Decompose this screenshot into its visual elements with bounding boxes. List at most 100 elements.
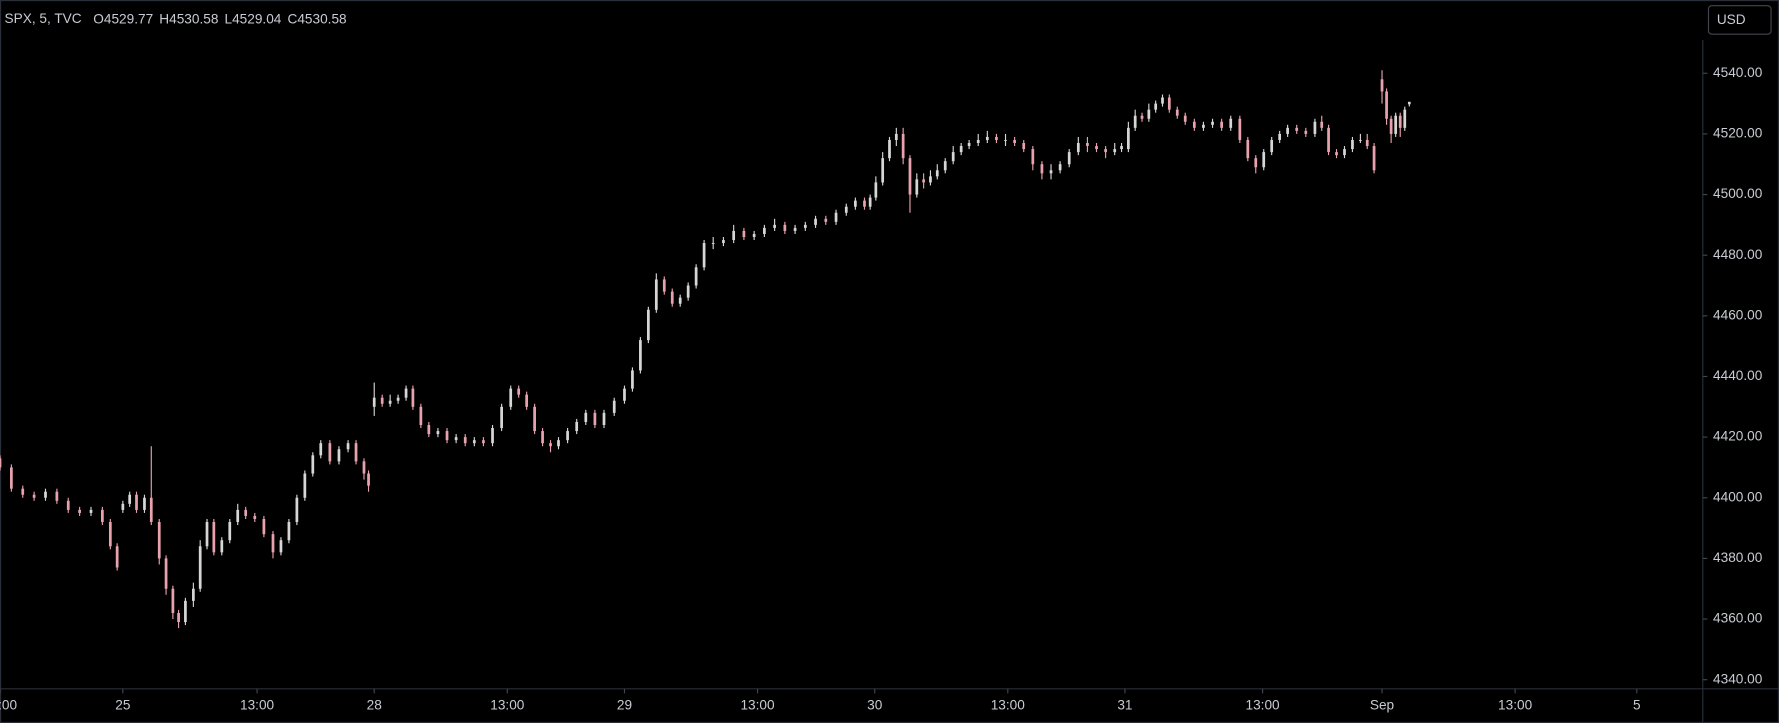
candle-body [177, 612, 180, 623]
candle-body [445, 431, 449, 441]
candle-body [752, 233, 756, 238]
y-tick-label: 4340.00 [1713, 671, 1763, 686]
x-tick-label: 13:00 [0, 697, 17, 712]
currency-button-box[interactable] [1707, 5, 1772, 35]
candle-body [623, 388, 626, 401]
y-tick-label: 4500.00 [1713, 186, 1763, 201]
candle-body [1049, 170, 1053, 174]
y-tick-label: 4400.00 [1713, 489, 1763, 504]
y-tick-label: 4440.00 [1713, 368, 1763, 383]
candle-body [1407, 101, 1411, 105]
candle-body [303, 473, 307, 498]
candle-body [128, 494, 132, 504]
candle-body [311, 455, 315, 474]
candle-body [205, 522, 209, 547]
candle-body [1246, 139, 1250, 159]
ohlc-value: 4530.58 [169, 11, 218, 26]
x-tick-label: 29 [617, 697, 632, 712]
candle-body [1104, 149, 1107, 153]
candle-body [639, 340, 642, 371]
candle-body [463, 437, 467, 444]
candle-body [541, 431, 544, 444]
candle-body [1120, 146, 1123, 150]
candle-body [66, 500, 70, 510]
candle-body [915, 179, 919, 195]
candle-body [427, 424, 431, 435]
candle-body [1067, 152, 1071, 165]
y-tick-label: 4420.00 [1713, 429, 1763, 444]
candle-body [602, 412, 606, 425]
candle-body [55, 491, 59, 501]
candle-body [1154, 103, 1158, 110]
candle-body [1295, 127, 1299, 131]
candle-body [1389, 118, 1393, 134]
candle-body [593, 412, 597, 425]
candle-body [388, 400, 392, 404]
ohlc-value: 4530.58 [297, 11, 346, 26]
candle-body [694, 267, 698, 286]
candle-body [894, 133, 898, 140]
candle-body [935, 170, 939, 177]
candle-body [108, 522, 112, 547]
candle-body [722, 240, 725, 244]
candle-body [1359, 139, 1362, 141]
candle-body [863, 200, 866, 207]
y-tick-label: 4380.00 [1713, 550, 1763, 565]
x-tick-label: 13:00 [1498, 697, 1533, 712]
x-tick-label: 13:00 [740, 697, 775, 712]
candle-body [1022, 143, 1026, 150]
x-tick-label: 13:00 [991, 697, 1026, 712]
candle-body [253, 515, 257, 519]
candle-body [396, 397, 400, 401]
ohlc-value: 4529.77 [104, 11, 153, 26]
candle-body [21, 488, 25, 495]
candle-body [557, 440, 560, 447]
candle-body [436, 431, 440, 435]
y-tick-label: 4480.00 [1713, 247, 1763, 262]
candle-body [454, 437, 458, 441]
candle-body [362, 461, 366, 474]
ohlc-label: C [287, 11, 297, 26]
candle-body [985, 136, 989, 140]
candle-body [171, 588, 175, 613]
candle-body [686, 285, 690, 298]
candle-body [793, 227, 797, 231]
candle-body [732, 230, 736, 241]
candle-body [491, 428, 494, 444]
candle-body [929, 176, 932, 183]
candle-body [1183, 115, 1187, 122]
candle-body [943, 161, 947, 171]
candle-body [164, 558, 168, 589]
candle-body [367, 473, 370, 486]
candle-body [1192, 121, 1196, 128]
candle-body [803, 224, 807, 228]
candle-body [236, 509, 240, 523]
candle-body [380, 397, 384, 404]
y-tick-label: 4360.00 [1713, 611, 1763, 626]
candle-body [646, 309, 650, 341]
x-tick-label: 13:00 [490, 697, 525, 712]
candle-body [824, 218, 828, 222]
y-tick-label: 4520.00 [1713, 126, 1763, 141]
symbol: SPX, 5, TVC [5, 11, 82, 26]
candle-body [1211, 121, 1214, 125]
x-tick-label: 13:00 [240, 697, 275, 712]
candle-body [372, 397, 376, 407]
candle-body [192, 588, 195, 601]
x-tick-label: 28 [367, 697, 382, 712]
candle-body [1351, 139, 1354, 150]
currency-label[interactable]: USD [1717, 12, 1746, 27]
candle-body [1031, 149, 1035, 165]
candle-body [959, 146, 963, 153]
candle-body [773, 224, 776, 228]
candle-body [678, 297, 682, 304]
candle-body [346, 443, 350, 450]
currency-button[interactable]: USD [1707, 5, 1772, 35]
candle-body [149, 497, 153, 523]
candles [0, 70, 1411, 629]
candle-body [711, 243, 715, 244]
candle-body [1372, 146, 1376, 171]
